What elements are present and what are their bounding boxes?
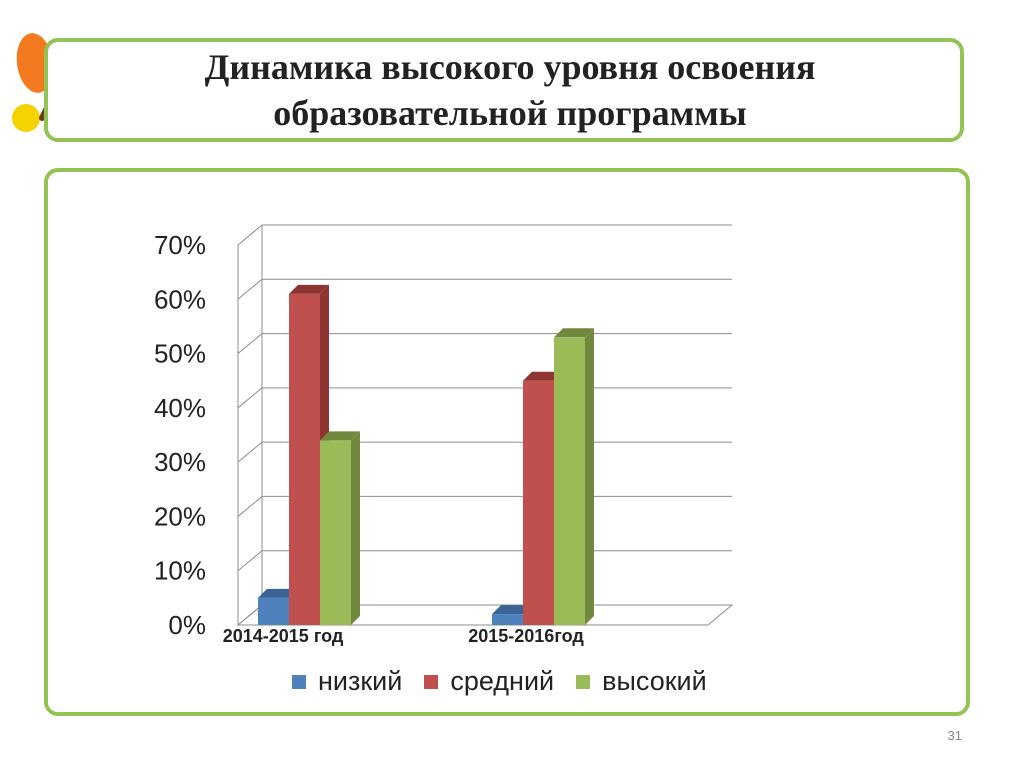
grid-diag-5 xyxy=(237,333,263,354)
bar-top xyxy=(492,605,532,615)
legend-label-low: низкий xyxy=(318,666,403,696)
bar-top xyxy=(523,371,563,381)
legend-item-high: высокий xyxy=(576,666,707,697)
y-tick-label: 10% xyxy=(154,556,206,586)
x-category-label: 2015-2016год xyxy=(468,626,584,646)
bar xyxy=(492,614,523,625)
slide-title: Динамика высокого уровня освоения образо… xyxy=(70,44,950,136)
legend-label-mid: средний xyxy=(450,666,555,696)
title-frame xyxy=(44,38,964,142)
y-tick-label: 20% xyxy=(154,501,206,531)
bar-top xyxy=(320,431,360,441)
y-tick-label: 70% xyxy=(154,230,206,260)
legend-label-high: высокий xyxy=(602,666,707,696)
legend-item-mid: средний xyxy=(424,666,554,697)
grid-diag-2 xyxy=(237,496,263,517)
grid-diag-4 xyxy=(237,387,263,409)
bar-top xyxy=(289,284,329,294)
chart-legend: низкий средний высокий xyxy=(292,666,729,697)
y-tick-label: 0% xyxy=(168,610,206,640)
title-line-2: образовательной программы xyxy=(273,93,747,133)
bar xyxy=(258,597,289,625)
bar-side xyxy=(585,328,594,625)
y-tick-label: 50% xyxy=(154,339,206,369)
x-category-label: 2014-2015 год xyxy=(223,626,344,646)
legend-swatch-mid xyxy=(424,674,439,689)
title-line-1: Динамика высокого уровня освоения xyxy=(204,47,816,87)
y-tick-label: 40% xyxy=(154,393,206,423)
bar-top xyxy=(258,588,298,598)
bar xyxy=(554,337,585,625)
y-tick-label: 30% xyxy=(154,447,206,477)
grid-diag-7 xyxy=(237,224,263,246)
bar-top xyxy=(554,328,594,338)
legend-swatch-high xyxy=(576,674,591,689)
y-tick-label: 60% xyxy=(154,284,206,314)
legend-item-low: низкий xyxy=(292,666,402,697)
bar xyxy=(289,293,320,625)
bar-side xyxy=(351,431,360,625)
legend-swatch-low xyxy=(292,674,306,689)
page-number: 31 xyxy=(947,728,962,743)
bar xyxy=(523,380,554,625)
bar xyxy=(320,440,351,625)
grid-diag-3 xyxy=(237,441,263,463)
grid-diag-6 xyxy=(237,278,263,300)
grid-diag-1 xyxy=(237,550,263,572)
